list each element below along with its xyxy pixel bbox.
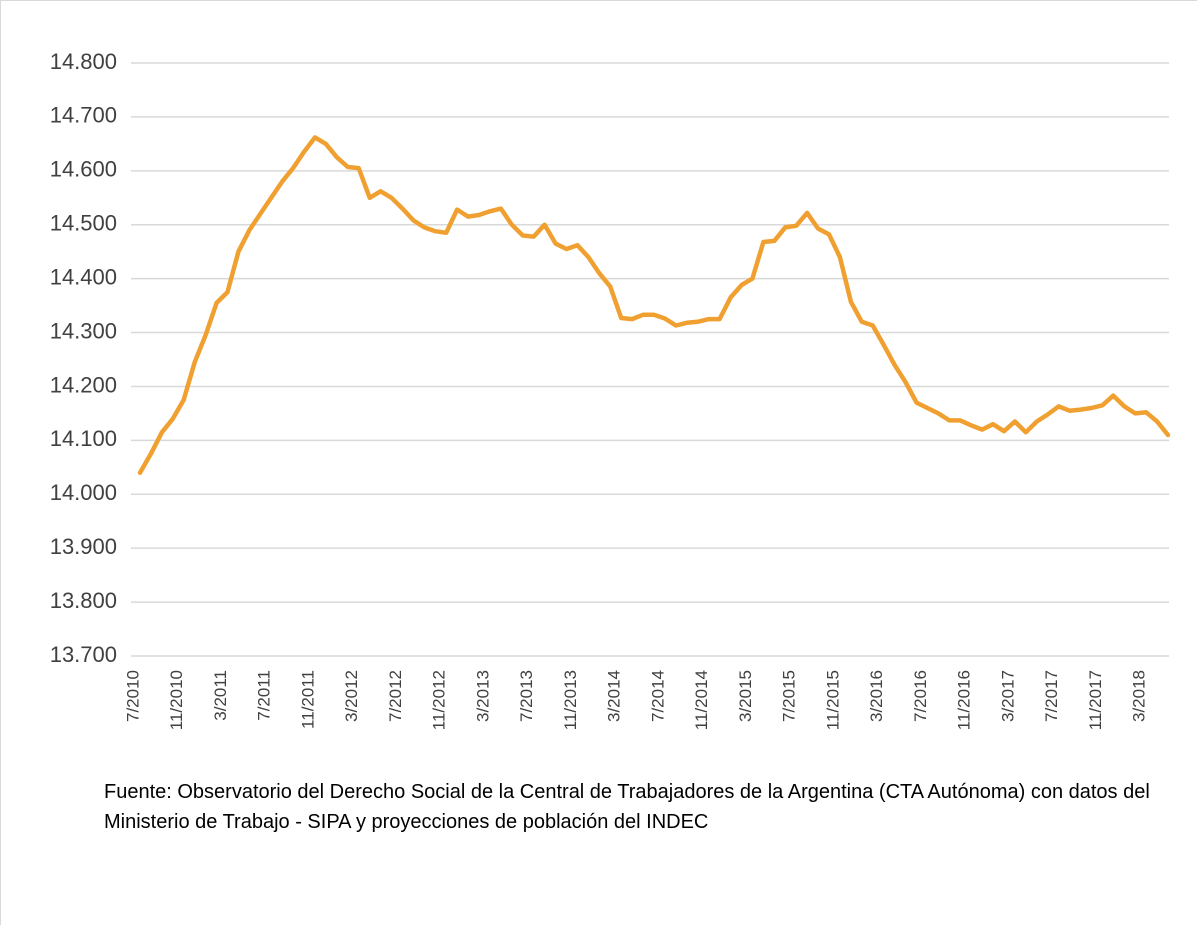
x-tick-label: 7/2015	[780, 670, 799, 722]
x-tick-label: 3/2017	[998, 670, 1017, 722]
x-tick-label: 3/2013	[473, 670, 492, 722]
source-note: Fuente: Observatorio del Derecho Social …	[104, 781, 1150, 833]
x-tick-label: 7/2017	[1042, 670, 1061, 722]
y-tick-label: 14.400	[50, 264, 117, 289]
data-line	[137, 135, 1171, 475]
x-tick-label: 11/2010	[167, 670, 186, 730]
x-tick-label: 3/2016	[867, 670, 886, 722]
x-tick-label: 11/2013	[561, 670, 580, 730]
x-tick-label: 3/2011	[211, 670, 230, 721]
x-tick-label: 11/2016	[955, 670, 974, 730]
x-tick-label: 11/2011	[298, 670, 317, 729]
x-tick-label: 3/2018	[1130, 670, 1149, 722]
y-tick-label: 13.800	[50, 588, 117, 613]
x-tick-label: 7/2010	[123, 670, 142, 722]
x-tick-label: 7/2016	[911, 670, 930, 722]
y-tick-label: 14.700	[50, 103, 117, 128]
y-tick-label: 14.100	[50, 426, 117, 451]
y-tick-label: 14.800	[50, 49, 117, 74]
x-tick-label: 7/2014	[648, 670, 667, 722]
x-tick-label: 3/2015	[736, 670, 755, 722]
y-tick-label: 14.600	[50, 157, 117, 182]
y-tick-label: 14.000	[50, 480, 117, 505]
y-tick-label: 13.900	[50, 534, 117, 559]
x-tick-label: 11/2017	[1086, 670, 1105, 730]
x-tick-label: 7/2012	[386, 670, 405, 722]
y-tick-label: 14.300	[50, 318, 117, 343]
x-tick-label: 11/2012	[430, 670, 449, 730]
y-tick-label: 13.700	[50, 642, 117, 667]
x-tick-label: 7/2013	[517, 670, 536, 722]
y-tick-label: 14.500	[50, 211, 117, 236]
x-tick-label: 11/2015	[823, 670, 842, 730]
x-tick-label: 3/2014	[605, 670, 624, 722]
x-tick-label: 11/2014	[692, 670, 711, 730]
y-tick-label: 14.200	[50, 372, 117, 397]
x-tick-label: 7/2011	[255, 670, 274, 721]
x-tick-label: 3/2012	[342, 670, 361, 722]
